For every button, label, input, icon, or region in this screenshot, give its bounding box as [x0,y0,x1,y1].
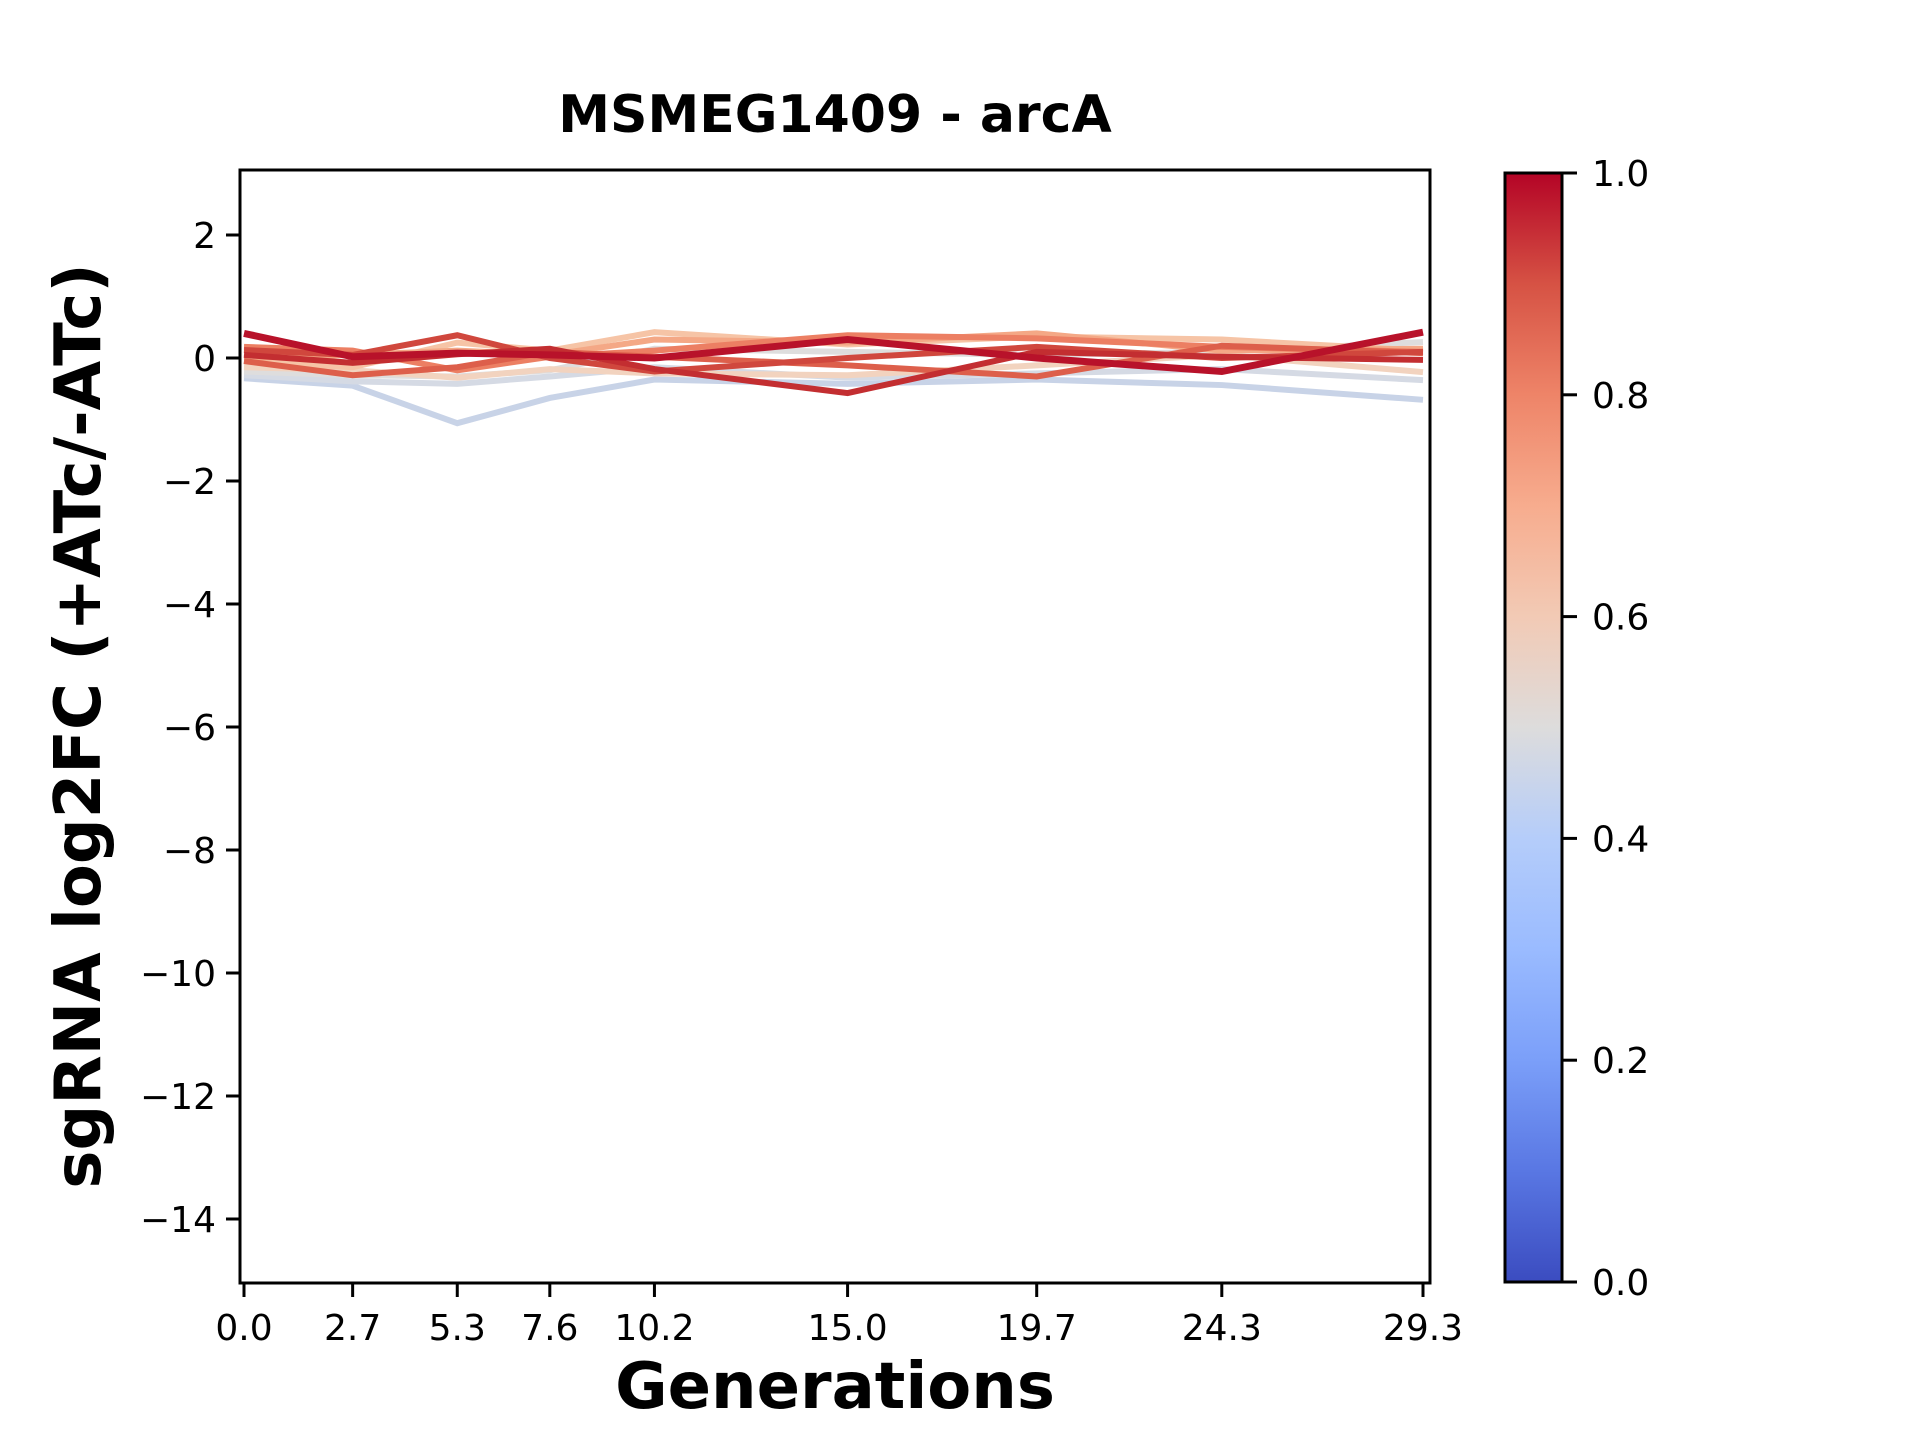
x-tick-label: 24.3 [1182,1308,1262,1349]
x-tick-label: 10.2 [614,1308,694,1349]
y-tick-label: 0 [193,339,216,380]
x-tick-label: 29.3 [1383,1308,1463,1349]
colorbar-gradient [1503,171,1564,1284]
x-axis-label: Generations [615,1350,1055,1424]
x-axis-ticks: 0.0 2.7 5.3 7.6 10.2 15.0 19.7 24.3 29.3 [215,1283,1463,1349]
y-axis-ticks: 2 0 −2 −4 −6 −8 −10 −12 −14 [140,216,240,1241]
y-axis-label: sgRNA log2FC (+ATc/-ATc) [42,263,116,1188]
series-line-11 [243,328,1424,376]
y-tick-label: −12 [140,1077,216,1118]
x-tick-label: 15.0 [808,1308,888,1349]
colorbar-tick-label: 0.4 [1592,819,1649,860]
y-tick-label: −2 [163,462,216,503]
series-line-10 [243,345,1424,397]
y-tick-label: −14 [140,1200,216,1241]
colorbar-tick-label: 1.0 [1592,154,1649,195]
colorbar-tick-label: 0.2 [1592,1041,1649,1082]
series-line-1 [243,375,1424,427]
colorbar-ticks: 0.0 0.2 0.4 0.6 0.8 1.0 [1562,154,1649,1304]
colorbar-tick-label: 0.6 [1592,598,1649,639]
colorbar-tick-label: 0.8 [1592,376,1649,417]
y-tick-label: 2 [193,216,216,257]
series-group [243,328,1424,427]
chart-title: MSMEG1409 - arcA [558,85,1111,145]
y-tick-label: −8 [163,831,216,872]
colorbar-tick-label: 0.0 [1592,1263,1649,1304]
x-tick-label: 5.3 [429,1308,486,1349]
x-tick-label: 7.6 [521,1308,578,1349]
y-tick-label: −4 [163,585,216,626]
x-tick-label: 0.0 [215,1308,272,1349]
y-tick-label: −6 [163,708,216,749]
x-tick-label: 19.7 [997,1308,1077,1349]
x-tick-label: 2.7 [324,1308,381,1349]
y-tick-label: −10 [140,954,216,995]
